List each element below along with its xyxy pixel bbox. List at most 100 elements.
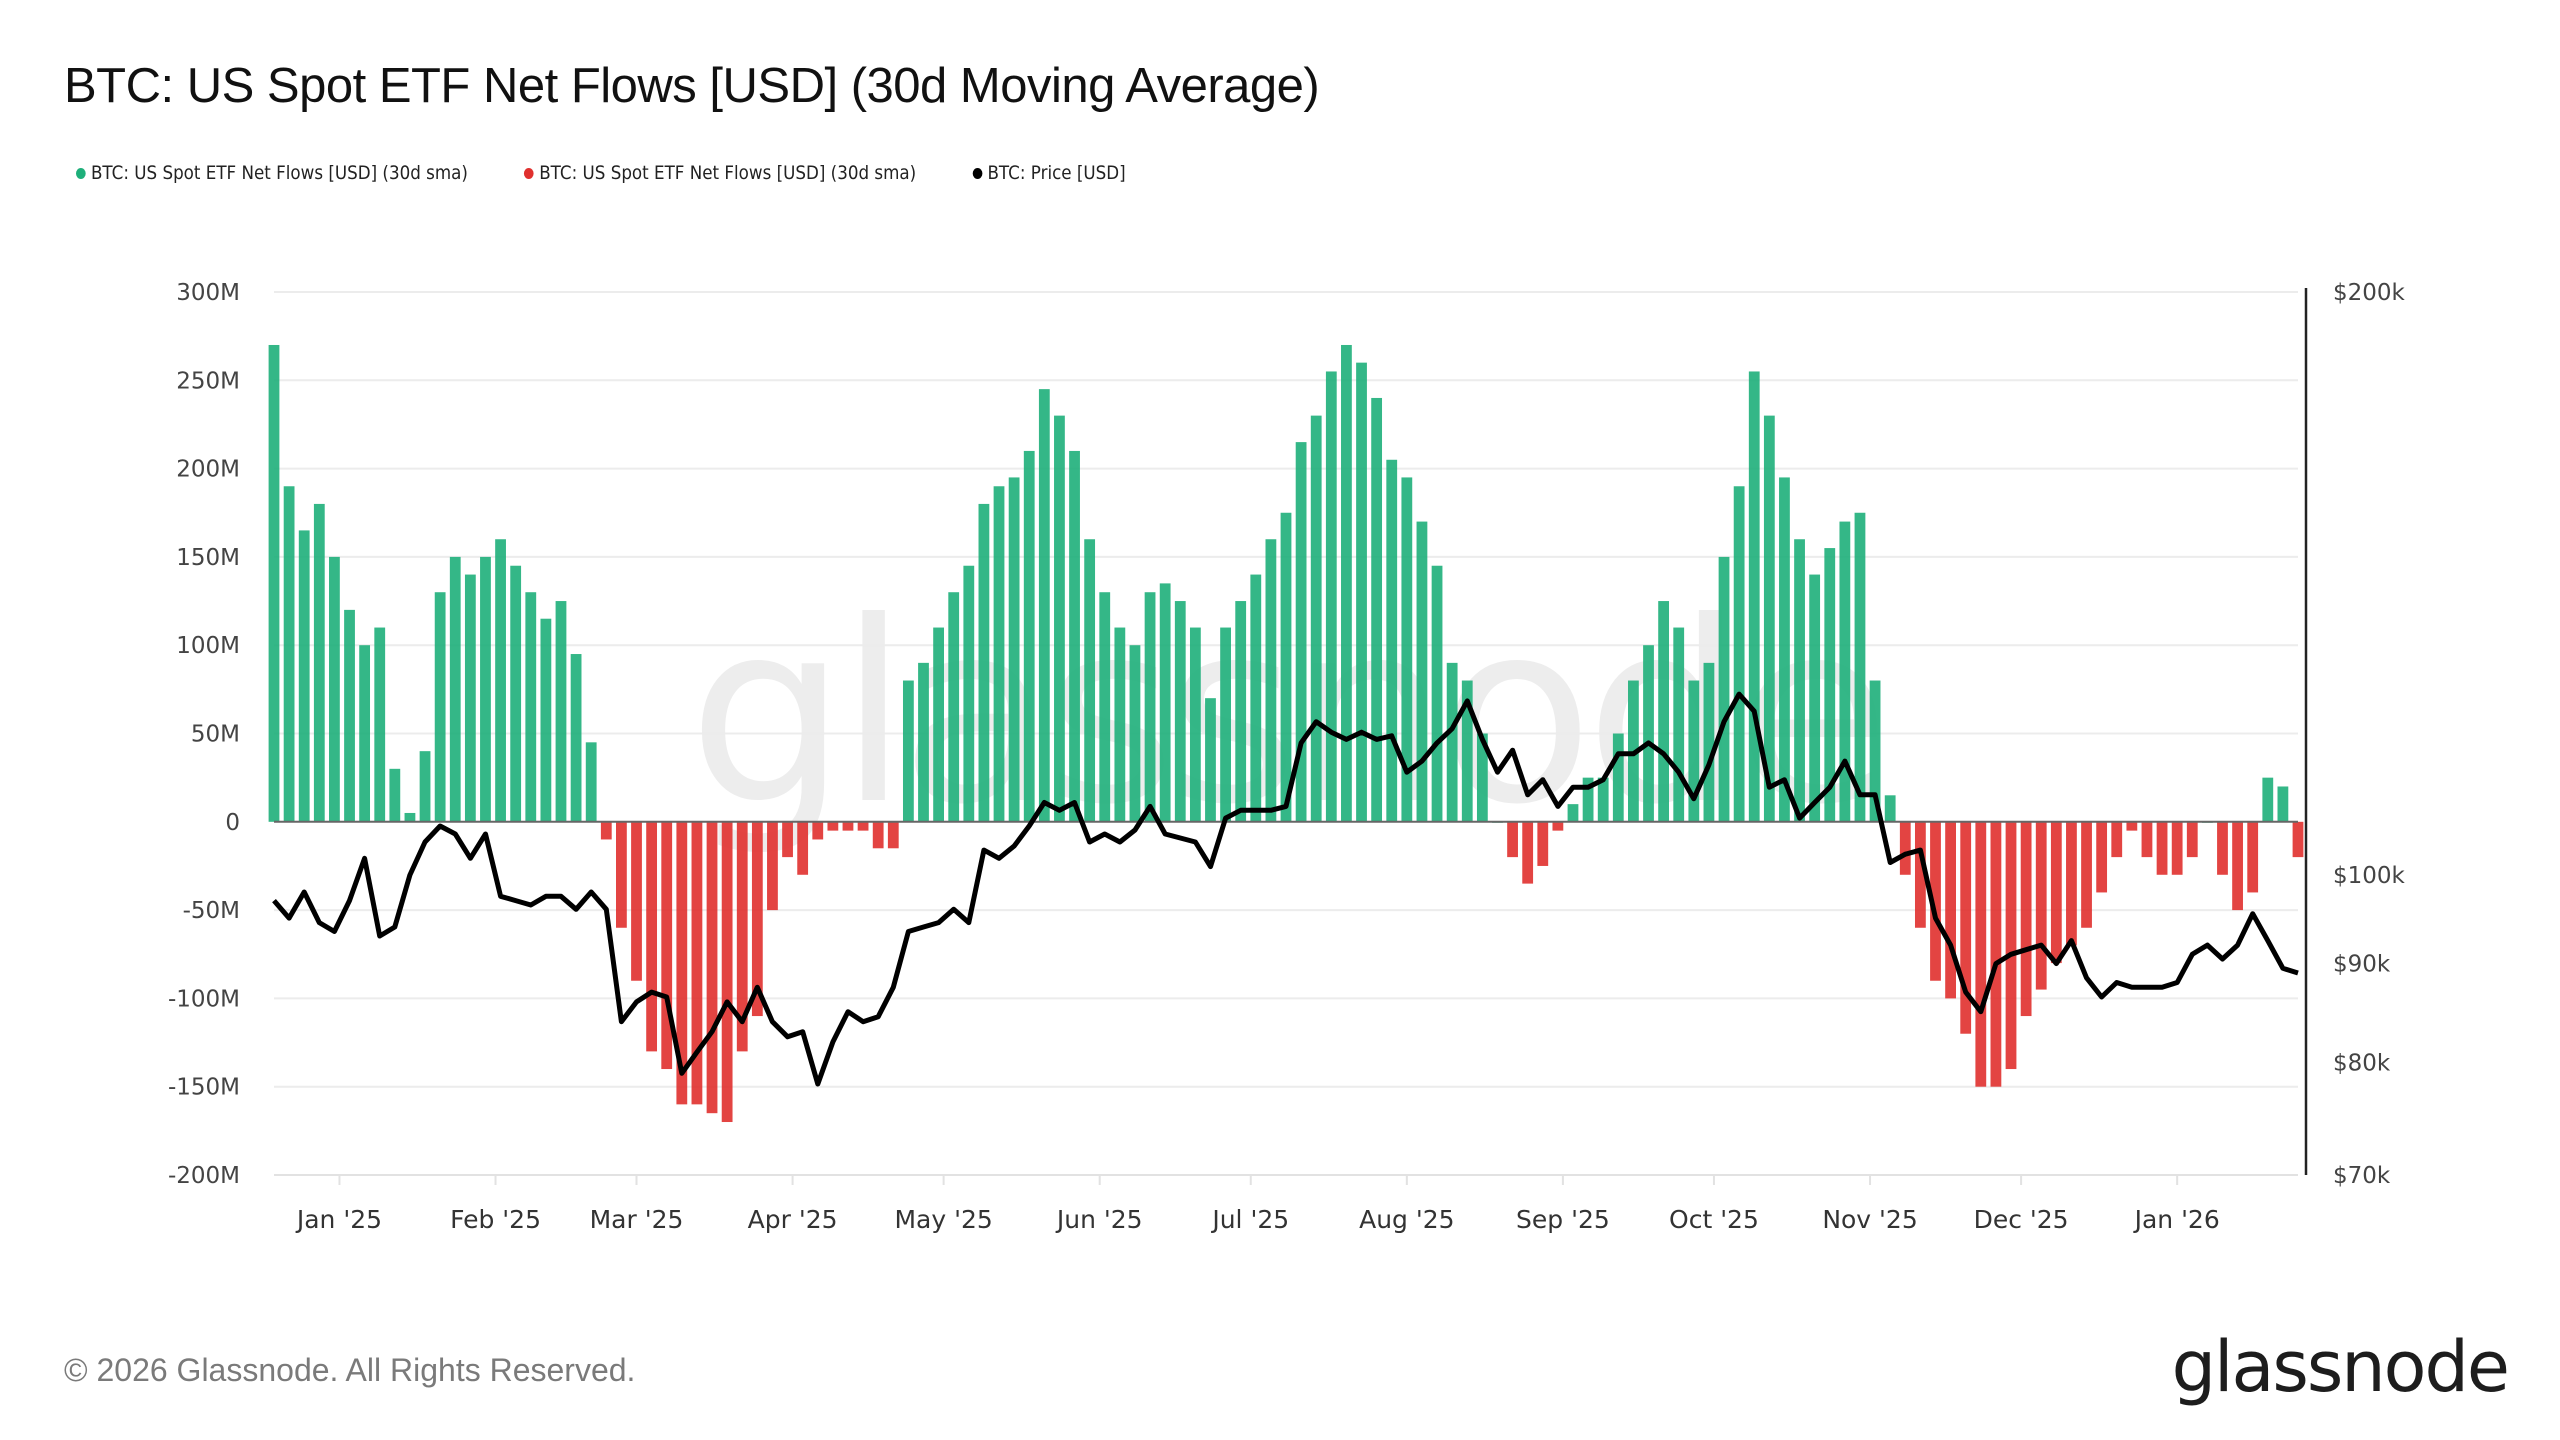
inflow-bar	[1884, 795, 1896, 822]
outflow-bar	[2066, 821, 2077, 946]
outflow-bar	[1945, 821, 1956, 999]
inflow-bar	[1809, 574, 1821, 822]
inflow-bar	[313, 503, 325, 822]
inflow-bar	[480, 556, 491, 822]
outflow-bar	[2141, 821, 2153, 858]
inflow-bar	[1703, 662, 1715, 822]
black-dot-icon	[972, 167, 983, 179]
outflow-bar	[1537, 821, 1549, 866]
inflow-bar	[495, 539, 506, 822]
inflow-bar	[434, 592, 446, 822]
outflow-bar	[887, 821, 899, 849]
outflow-bar	[2096, 821, 2108, 893]
left-axis-tick-label: 150M	[176, 545, 240, 571]
outflow-bar	[2186, 821, 2198, 858]
inflow-bar	[268, 344, 280, 822]
outflow-bar	[872, 821, 884, 849]
inflow-bar	[1567, 804, 1579, 822]
inflow-bar	[419, 751, 431, 822]
inflow-bar	[1869, 680, 1881, 822]
left-axis-tick-label: 50M	[191, 722, 240, 748]
inflow-bar	[1159, 583, 1171, 822]
inflow-bar	[1038, 389, 1050, 822]
inflow-bar	[1718, 556, 1730, 822]
inflow-bar	[1401, 477, 1413, 822]
inflow-bar	[918, 662, 929, 822]
inflow-bar	[570, 654, 582, 822]
inflow-bar	[1794, 539, 1805, 822]
inflow-bar	[1446, 662, 1458, 822]
right-axis-tick-label: $80k	[2333, 1051, 2391, 1077]
left-axis-tick-label: 300M	[176, 280, 240, 306]
outflow-bar	[706, 821, 718, 1114]
left-axis-tick-label: 0	[225, 810, 240, 836]
inflow-bar	[1416, 521, 1428, 822]
inflow-bar	[948, 592, 960, 822]
inflow-bar	[1099, 592, 1111, 822]
outflow-bar	[2156, 821, 2168, 875]
inflow-bar	[555, 601, 567, 822]
outflow-bar	[600, 821, 612, 840]
x-axis-tick-label: May '25	[894, 1205, 992, 1234]
outflow-bar	[616, 821, 627, 928]
right-axis-tick-label: $200k	[2333, 280, 2406, 306]
inflow-bar	[1174, 601, 1186, 822]
price-line-group	[272, 691, 2299, 1087]
outflow-bar	[2050, 821, 2062, 964]
outflow-bar	[1914, 821, 1926, 928]
outflow-bar	[2020, 821, 2032, 1017]
legend-item-price[interactable]: BTC: Price [USD]	[972, 162, 1126, 184]
inflow-bar	[1612, 733, 1624, 822]
inflow-bar	[1356, 362, 1367, 822]
red-dot-icon	[524, 167, 534, 179]
legend-item-outflows[interactable]: BTC: US Spot ETF Net Flows [USD] (30d sm…	[524, 162, 916, 184]
inflow-bar	[449, 556, 461, 822]
inflow-bar	[1265, 539, 1277, 822]
inflow-bar	[1673, 627, 1685, 822]
legend-item-inflows[interactable]: BTC: US Spot ETF Net Flows [USD] (30d sm…	[76, 162, 468, 184]
outflow-bar	[797, 821, 809, 875]
inflow-bar	[1461, 680, 1473, 822]
outflow-bar	[812, 821, 824, 840]
inflow-bar	[2262, 777, 2274, 822]
outflow-bar	[2217, 821, 2228, 875]
inflow-bar	[1114, 627, 1126, 822]
outflow-bar	[751, 821, 763, 1017]
inflow-bar	[540, 618, 552, 822]
outflow-bar	[1990, 821, 2002, 1087]
outflow-bar	[2292, 821, 2304, 858]
inflow-bar	[1310, 415, 1322, 822]
left-axis-tick-label: 250M	[176, 368, 240, 394]
inflow-bar	[1220, 627, 1231, 822]
inflow-bar	[978, 503, 990, 822]
outflow-bar	[631, 821, 642, 981]
inflow-bar	[1084, 539, 1096, 822]
right-axis-tick-label: $100k	[2333, 863, 2406, 889]
x-axis-tick-label: Jan '25	[295, 1205, 382, 1234]
legend: BTC: US Spot ETF Net Flows [USD] (30d sm…	[76, 162, 1126, 184]
outflow-bar	[1522, 821, 1534, 884]
right-axis-tick-label: $70k	[2333, 1163, 2391, 1189]
outflow-bar	[2126, 821, 2138, 831]
inflow-bar	[1341, 344, 1352, 822]
inflow-bar	[329, 556, 340, 822]
left-axis-tick-label: -50M	[183, 898, 240, 924]
axes: 300M 250M 200M 150M 100M 50M 0 -50M -100M -150M -2…	[168, 280, 2406, 1234]
left-axis-tick-label: -150M	[168, 1075, 240, 1101]
inflow-bar	[1295, 442, 1307, 822]
x-axis-tick-label: Mar '25	[590, 1205, 684, 1234]
outflow-bar	[842, 821, 854, 831]
outflow-bar	[2035, 821, 2047, 990]
outflow-bar	[1552, 821, 1564, 831]
copyright-footer: © 2026 Glassnode. All Rights Reserved.	[64, 1352, 636, 1388]
inflow-bar	[1205, 698, 1216, 822]
inflow-bar	[374, 627, 386, 822]
x-axis-tick-label: Feb '25	[450, 1205, 541, 1234]
inflow-bar	[510, 565, 522, 822]
x-axis-tick-label: Jan '26	[2133, 1205, 2220, 1234]
price-line	[272, 691, 2299, 1087]
inflow-bar	[1280, 512, 1292, 822]
inflow-bar	[1476, 733, 1488, 822]
outflow-bar	[2171, 821, 2183, 875]
glassnode-logo: glassnode	[2171, 1326, 2510, 1408]
